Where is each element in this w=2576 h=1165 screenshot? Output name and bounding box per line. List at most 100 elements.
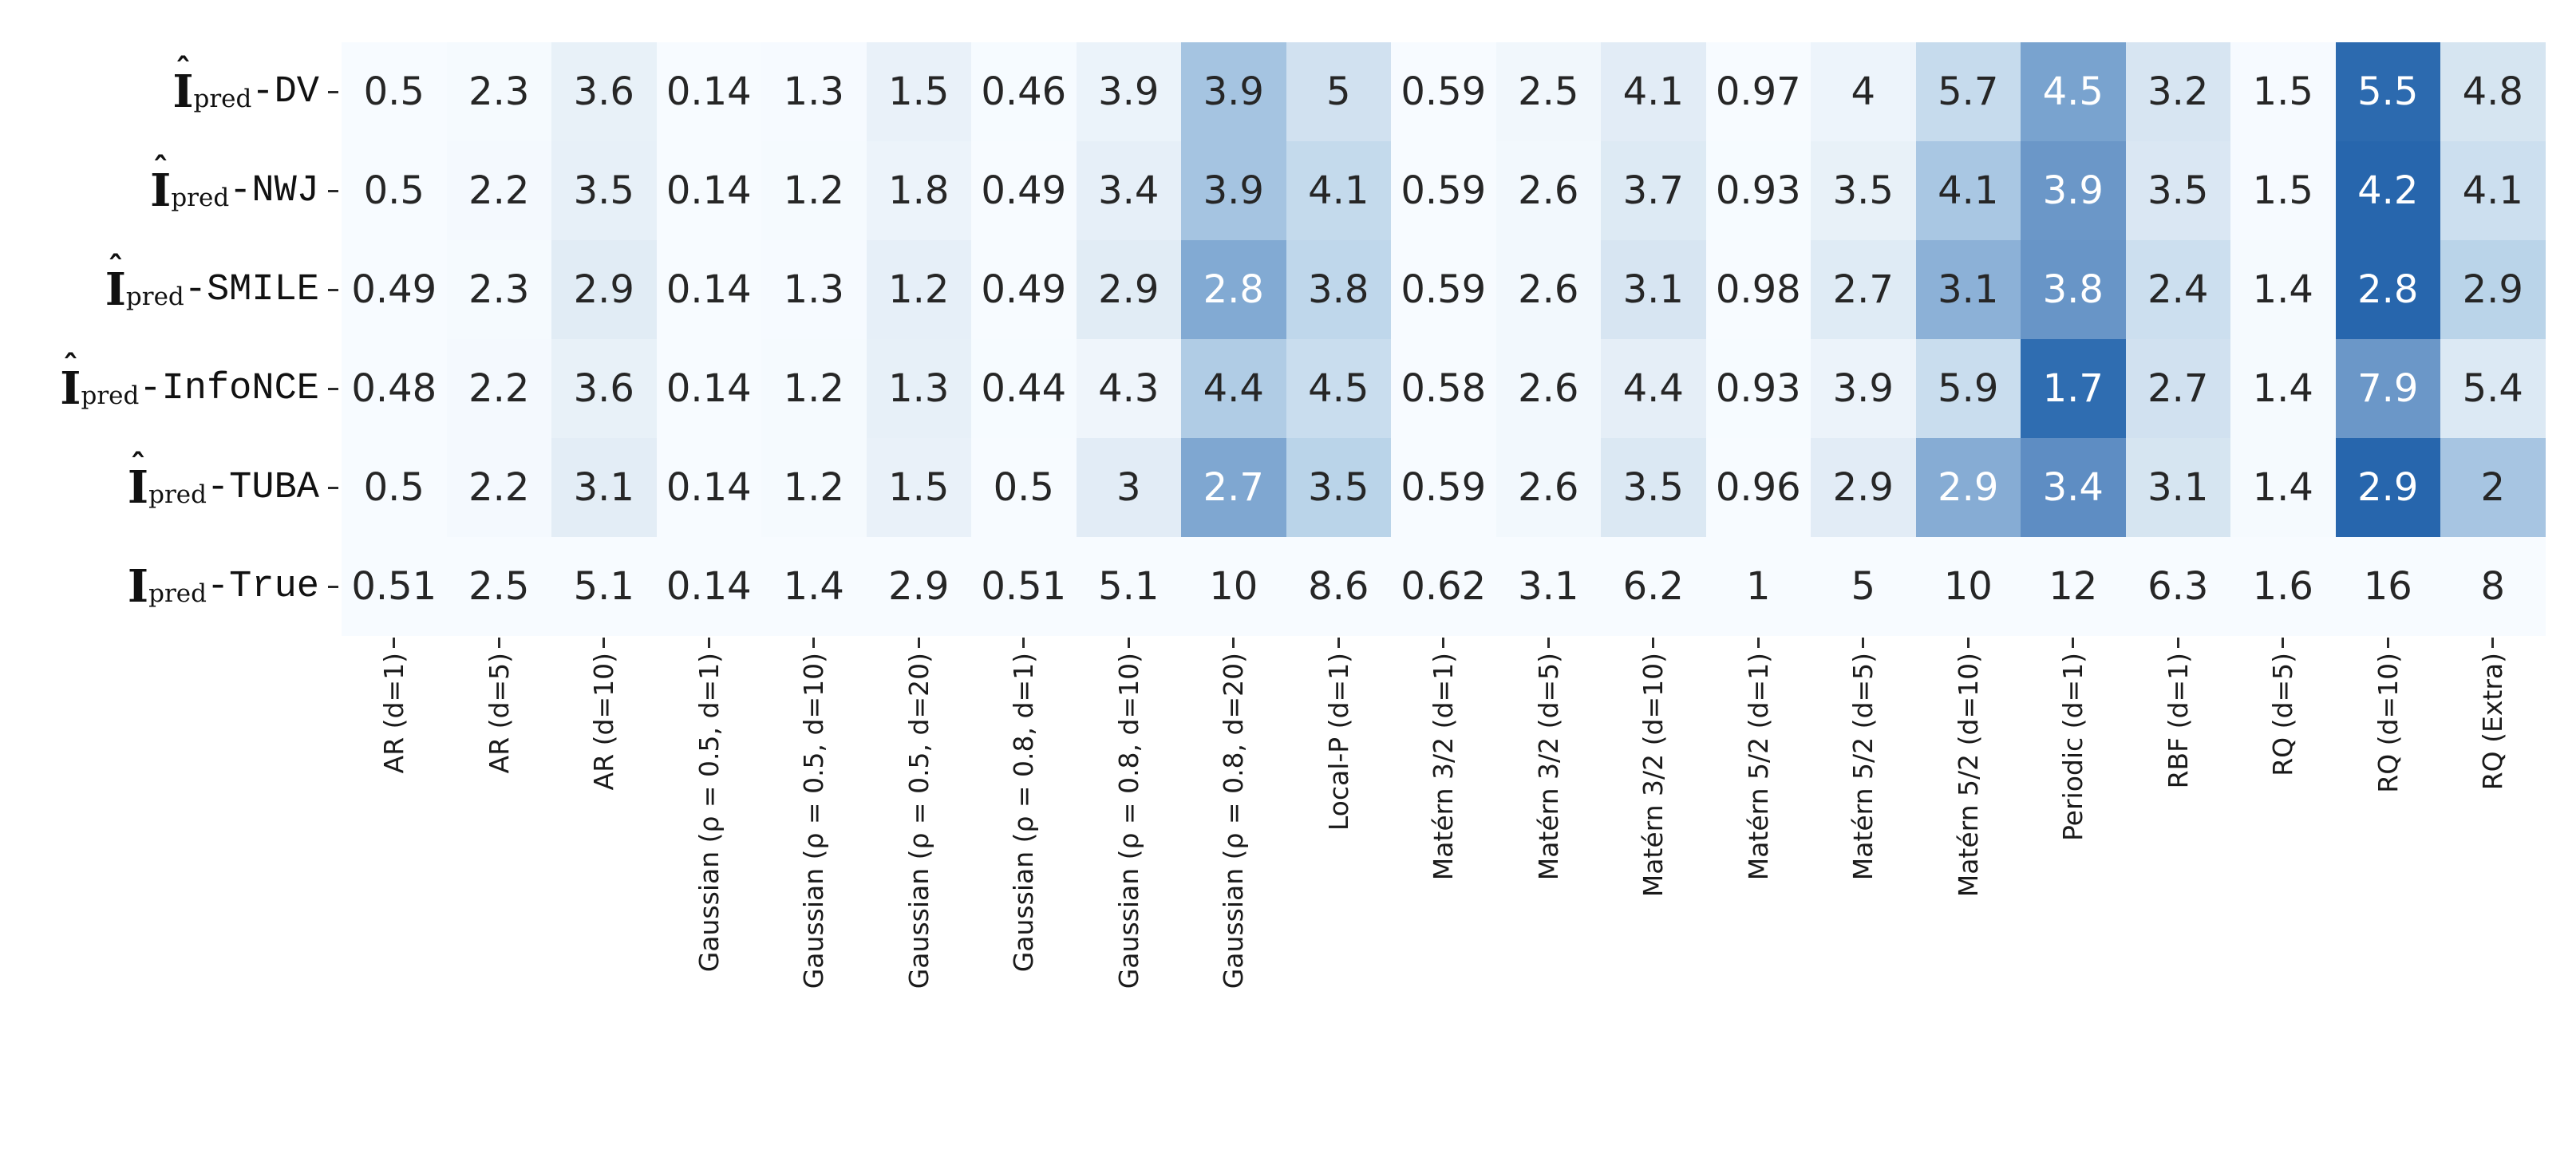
column-label-slot: AR (d=10) — [551, 653, 657, 790]
heatmap-cell: 1 — [1705, 537, 1811, 636]
cell-value: 1.4 — [2252, 465, 2313, 510]
cell-value: 3.9 — [1098, 69, 1160, 114]
heatmap-cell: 3 — [1076, 438, 1181, 537]
heatmap-cell: 0.59 — [1391, 240, 1496, 339]
heatmap-cell: 2.7 — [2125, 339, 2230, 438]
heatmap-cell: 0.59 — [1391, 42, 1496, 141]
cell-value: 5.1 — [573, 564, 634, 609]
cell-value: 8.6 — [1308, 564, 1369, 609]
column-label: RQ (Extra) — [2477, 653, 2509, 791]
heatmap-cell: 1.2 — [761, 339, 867, 438]
cell-value: 0.49 — [981, 168, 1067, 213]
cell-value: 1 — [1745, 564, 1771, 609]
cell-value: 5 — [1851, 564, 1876, 609]
row-label: I ˆ pred -NWJ — [0, 141, 319, 240]
cell-value: 1.7 — [2042, 366, 2104, 411]
heatmap-cell: 2.7 — [1811, 240, 1916, 339]
cell-value: 3.1 — [573, 465, 634, 510]
cell-value: 0.59 — [1401, 267, 1487, 312]
cell-value: 0.93 — [1715, 366, 1801, 411]
cell-value: 1.8 — [888, 168, 950, 213]
heatmap-cell: 5.4 — [2440, 339, 2546, 438]
column-label: Gaussian (ρ = 0.5, d=10) — [798, 653, 830, 989]
cell-value: 8 — [2480, 564, 2506, 609]
heatmap-cell: 2.5 — [446, 537, 551, 636]
heatmap-cell: 1.3 — [866, 339, 971, 438]
row-label-subscript: pred — [193, 85, 252, 114]
heatmap-cell: 4.1 — [1286, 141, 1391, 240]
cell-value: 4.4 — [1203, 366, 1264, 411]
heatmap-cell: 0.51 — [971, 537, 1077, 636]
hat-accent: ˆ — [175, 51, 192, 90]
heatmap-cell: 0.14 — [656, 42, 761, 141]
heatmap-cell: 1.5 — [2230, 141, 2336, 240]
cell-value: 2 — [2480, 465, 2506, 510]
heatmap-cell: 5.7 — [1915, 42, 2021, 141]
column-label-slot: RQ (d=5) — [2230, 653, 2336, 776]
heatmap-cell: 2.9 — [1915, 438, 2021, 537]
x-axis-tick — [393, 638, 396, 648]
cell-value: 3.9 — [1832, 366, 1894, 411]
cell-value: 3.5 — [1622, 465, 1684, 510]
x-axis-tick — [812, 638, 816, 648]
cell-value: 0.14 — [666, 168, 752, 213]
heatmap-cell: 0.93 — [1705, 339, 1811, 438]
heatmap-cell: 0.93 — [1705, 141, 1811, 240]
cell-value: 4.4 — [1622, 366, 1684, 411]
heatmap-cell: 1.4 — [2230, 240, 2336, 339]
cell-value: 2.2 — [468, 366, 530, 411]
column-label-slot: Matérn 3/2 (d=10) — [1601, 653, 1706, 897]
row-label: I ˆ pred -SMILE — [0, 240, 319, 339]
heatmap-cell: 0.44 — [971, 339, 1077, 438]
heatmap-cell: 1.4 — [761, 537, 867, 636]
heatmap-cell: 3.9 — [1076, 42, 1181, 141]
cell-value: 3.1 — [2147, 465, 2209, 510]
column-label: AR (d=5) — [483, 653, 515, 774]
heatmap-cell: 2.9 — [1811, 438, 1916, 537]
column-label-slot: RQ (Extra) — [2440, 653, 2546, 790]
column-label-slot: Matérn 3/2 (d=1) — [1391, 653, 1496, 880]
column-label: AR (d=10) — [588, 653, 620, 791]
cell-value: 4.1 — [2462, 168, 2523, 213]
heatmap-cell: 2.3 — [446, 42, 551, 141]
heatmap-cell: 1.5 — [866, 42, 971, 141]
cell-value: 2.9 — [573, 267, 634, 312]
column-label: RBF (d=1) — [2162, 653, 2194, 789]
cell-value: 4.8 — [2462, 69, 2523, 114]
heatmap-cell: 6.3 — [2125, 537, 2230, 636]
y-axis-tick — [328, 288, 338, 291]
heatmap-cell: 2.2 — [446, 438, 551, 537]
cell-value: 0.44 — [981, 366, 1067, 411]
heatmap-cell: 4.4 — [1601, 339, 1706, 438]
cell-value: 3 — [1116, 465, 1141, 510]
cell-value: 7.9 — [2357, 366, 2419, 411]
x-axis-tick — [2282, 638, 2285, 648]
heatmap-cell: 2.5 — [1495, 42, 1601, 141]
x-axis-tick — [2491, 638, 2495, 648]
cell-value: 1.3 — [888, 366, 950, 411]
heatmap-cell: 3.9 — [1811, 339, 1916, 438]
x-axis-tick — [1022, 638, 1025, 648]
cell-value: 2.9 — [2357, 465, 2419, 510]
heatmap-cell: 4.4 — [1181, 339, 1286, 438]
column-label: Matérn 5/2 (d=1) — [1742, 653, 1774, 881]
heatmap-cell: 3.1 — [1915, 240, 2021, 339]
x-axis-tick — [2176, 638, 2179, 648]
heatmap-cell: 3.5 — [1811, 141, 1916, 240]
cell-value: 4.1 — [1622, 69, 1684, 114]
cell-value: 2.6 — [1518, 267, 1579, 312]
cell-value: 1.5 — [888, 69, 950, 114]
heatmap-cell: 7.9 — [2335, 339, 2440, 438]
cell-value: 3.5 — [2147, 168, 2209, 213]
column-label-slot: Matérn 5/2 (d=1) — [1706, 653, 1811, 880]
heatmap-cell: 0.46 — [971, 42, 1077, 141]
heatmap-cell: 0.5 — [342, 141, 447, 240]
cell-value: 3.5 — [1832, 168, 1894, 213]
column-label: Gaussian (ρ = 0.5, d=20) — [903, 653, 934, 989]
cell-value: 1.2 — [783, 366, 844, 411]
cell-value: 2.6 — [1518, 366, 1579, 411]
row-label-subscript: pred — [171, 184, 230, 213]
